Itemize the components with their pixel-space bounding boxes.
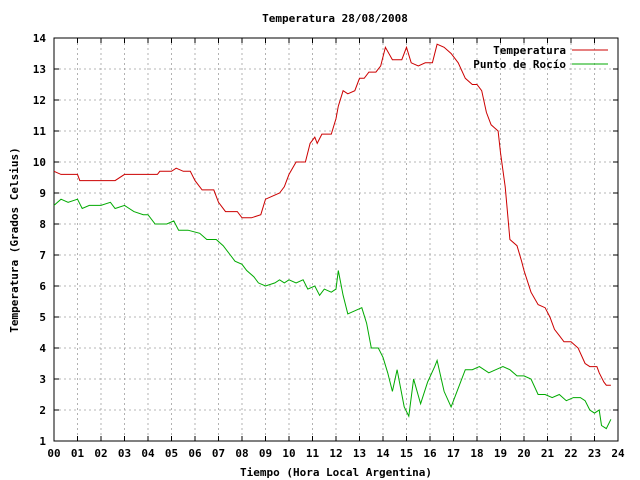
x-tick-label: 16: [423, 447, 437, 460]
x-tick-label: 08: [235, 447, 248, 460]
y-tick-label: 4: [39, 342, 46, 355]
x-tick-label: 02: [94, 447, 107, 460]
y-tick-label: 10: [33, 156, 46, 169]
x-tick-label: 03: [118, 447, 131, 460]
y-tick-label: 14: [33, 32, 47, 45]
x-tick-label: 24: [611, 447, 625, 460]
x-tick-label: 11: [306, 447, 320, 460]
x-tick-label: 15: [400, 447, 413, 460]
legend-label: Punto de Rocío: [473, 58, 566, 71]
y-tick-label: 11: [33, 125, 47, 138]
y-tick-label: 7: [39, 249, 46, 262]
x-tick-label: 17: [447, 447, 460, 460]
y-tick-label: 12: [33, 94, 46, 107]
x-tick-label: 06: [188, 447, 202, 460]
x-tick-label: 18: [470, 447, 483, 460]
x-axis: 00 01 02 03 04 05 06 07 08 09 10 11 12 13 14 15 16 17 18 19…: [47, 38, 625, 460]
y-tick-label: 3: [39, 373, 46, 386]
y-tick-label: 2: [39, 404, 46, 417]
x-tick-label: 23: [588, 447, 601, 460]
chart-title: Temperatura 28/08/2008: [262, 12, 408, 25]
x-tick-label: 21: [541, 447, 555, 460]
x-tick-label: 05: [165, 447, 178, 460]
x-axis-label: Tiempo (Hora Local Argentina): [240, 466, 432, 479]
x-tick-label: 22: [564, 447, 577, 460]
y-tick-label: 13: [33, 63, 46, 76]
x-tick-label: 12: [329, 447, 342, 460]
x-tick-label: 04: [141, 447, 155, 460]
x-tick-label: 00: [47, 447, 60, 460]
grid: [54, 38, 618, 441]
y-tick-label: 8: [39, 218, 46, 231]
x-tick-label: 09: [259, 447, 272, 460]
series-line-0: [53, 43, 611, 386]
y-tick-label: 5: [39, 311, 46, 324]
x-tick-label: 19: [494, 447, 507, 460]
y-axis-label: Temperatura (Grados Celsius): [8, 147, 21, 332]
series-layer: [53, 43, 612, 430]
x-tick-label: 01: [71, 447, 85, 460]
legend-label: Temperatura: [493, 44, 566, 57]
x-tick-label: 07: [212, 447, 225, 460]
x-tick-label: 13: [353, 447, 366, 460]
x-tick-label: 14: [376, 447, 390, 460]
y-tick-label: 1: [39, 435, 46, 448]
x-tick-label: 10: [282, 447, 295, 460]
series-line-1: [53, 198, 612, 430]
y-tick-label: 6: [39, 280, 46, 293]
y-tick-label: 9: [39, 187, 46, 200]
x-tick-label: 20: [517, 447, 530, 460]
